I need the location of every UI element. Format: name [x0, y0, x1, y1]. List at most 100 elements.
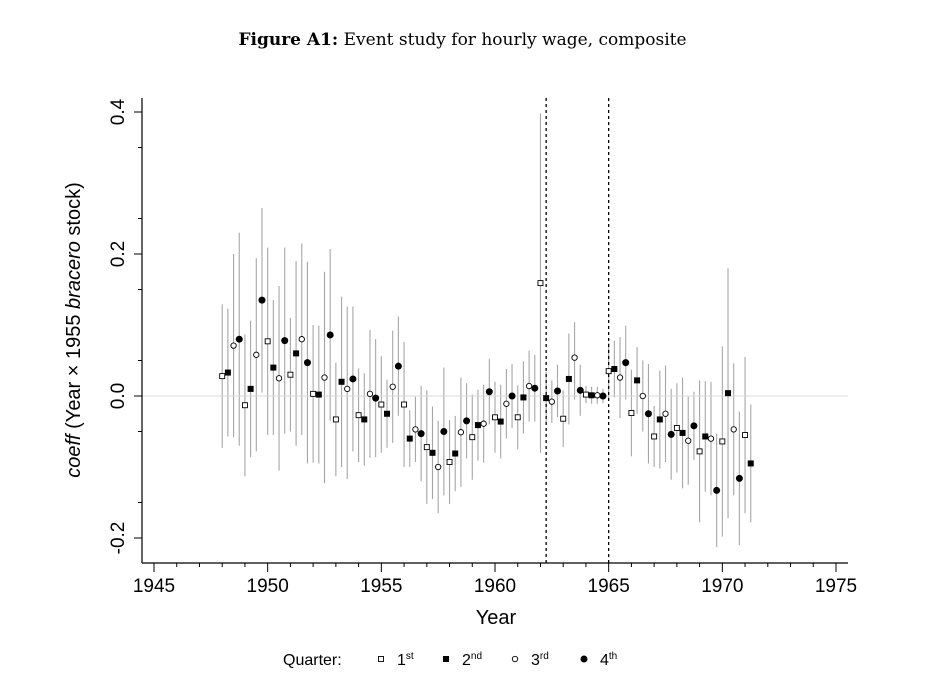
- legend-entry-suffix: nd: [471, 651, 482, 662]
- x-tick-label: 1945: [133, 576, 175, 597]
- point-estimate-q2: [497, 418, 504, 425]
- point-estimate-q4: [735, 474, 743, 482]
- point-estimate-q1: [651, 433, 658, 440]
- point-estimate-q2: [611, 366, 618, 373]
- legend-marker-q2: [443, 656, 449, 662]
- legend-title: Quarter:: [283, 652, 342, 669]
- point-estimate-q4: [303, 359, 311, 367]
- point-estimate-q4: [326, 331, 334, 339]
- legend-entry-number: 4: [600, 652, 609, 669]
- point-estimate-q1: [332, 416, 339, 423]
- point-estimate-q2: [338, 378, 345, 385]
- point-estimate-q2: [361, 416, 368, 423]
- point-estimate-q3: [571, 354, 578, 361]
- point-estimate-q4: [599, 392, 607, 400]
- y-axis-title-text: (Year × 1955: [63, 309, 85, 434]
- legend-marker-q1: [378, 656, 384, 662]
- point-estimate-q3: [253, 351, 260, 358]
- y-axis-title: coeff (Year × 1955 bracero stock): [63, 182, 85, 478]
- x-tick-label: 1960: [474, 576, 516, 597]
- point-estimate-q3: [344, 385, 351, 393]
- point-estimate-q1: [287, 371, 294, 378]
- point-estimates: [219, 280, 754, 494]
- point-estimate-q2: [565, 375, 572, 382]
- point-estimate-q1: [605, 368, 612, 375]
- point-estimate-q3: [594, 392, 601, 399]
- point-estimate-q3: [321, 374, 328, 381]
- point-estimate-q2: [224, 369, 231, 376]
- point-estimate-q4: [690, 422, 698, 430]
- point-estimate-q3: [503, 400, 510, 407]
- y-tick-label: 0.0: [108, 383, 129, 409]
- point-estimate-q2: [474, 422, 481, 429]
- point-estimate-q2: [293, 350, 300, 357]
- point-estimate-q3: [435, 463, 442, 471]
- legend-marker-q3: [511, 655, 519, 663]
- y-axis-title-italic: coeff: [63, 432, 85, 478]
- point-estimate-q1: [219, 373, 226, 380]
- point-estimate-q3: [730, 426, 737, 433]
- point-estimate-q2: [247, 385, 254, 392]
- point-estimate-q2: [452, 450, 459, 457]
- figure-title: Figure A1: Event study for hourly wage, …: [0, 30, 925, 50]
- point-estimate-q4: [713, 486, 721, 494]
- point-estimate-q1: [582, 391, 589, 398]
- point-estimate-q4: [531, 384, 539, 392]
- x-tick-label: 1950: [247, 576, 289, 597]
- point-estimate-q2: [270, 364, 277, 371]
- point-estimate-q4: [667, 430, 675, 438]
- point-estimate-q2: [702, 433, 709, 440]
- point-estimate-q2: [543, 395, 550, 402]
- point-estimate-q4: [485, 388, 493, 396]
- x-tick-label: 1975: [815, 576, 857, 597]
- point-estimate-q4: [394, 362, 402, 370]
- legend-entry-number: 1: [397, 652, 406, 669]
- point-estimate-q1: [423, 444, 430, 451]
- legend-entry-suffix: th: [609, 651, 617, 662]
- legend-entry-suffix: st: [406, 651, 414, 662]
- point-estimate-q3: [639, 392, 646, 400]
- point-estimate-q2: [520, 394, 527, 401]
- point-estimate-q1: [628, 410, 635, 416]
- point-estimate-q1: [537, 280, 544, 287]
- x-tick-label: 1965: [588, 576, 630, 597]
- point-estimate-q2: [634, 377, 641, 384]
- point-estimate-q3: [389, 383, 396, 390]
- legend-entry-q3: 3rd: [531, 651, 549, 669]
- point-estimate-q2: [656, 416, 663, 423]
- point-estimate-q1: [310, 390, 317, 397]
- legend-marker-q4: [580, 655, 588, 663]
- point-estimate-q1: [355, 412, 362, 419]
- point-estimate-q2: [679, 429, 686, 436]
- point-estimate-q1: [560, 415, 567, 422]
- point-estimate-q1: [401, 401, 408, 408]
- point-estimate-q3: [412, 426, 419, 433]
- legend-entry-number: 3: [531, 652, 540, 669]
- x-axis-title: Year: [476, 607, 517, 629]
- point-estimate-q4: [508, 392, 516, 400]
- legend-entry-q2: 2nd: [462, 651, 482, 669]
- legend: Quarter: 1st 2nd 3rd 4th: [283, 651, 617, 669]
- point-estimate-q3: [662, 410, 669, 417]
- point-estimate-q4: [622, 359, 630, 367]
- point-estimate-q1: [742, 432, 749, 438]
- point-estimate-q1: [264, 338, 271, 345]
- point-estimate-q2: [384, 410, 391, 417]
- point-estimate-q4: [644, 410, 652, 418]
- point-estimate-q3: [298, 336, 305, 343]
- axes: 1945 1950 1955 1960 1965 1970 1975 -0.2 0.0 0.2 0.…: [63, 98, 857, 629]
- point-estimate-q4: [554, 387, 562, 395]
- point-estimate-q1: [446, 459, 453, 465]
- point-estimate-q4: [258, 296, 266, 304]
- point-estimate-q3: [548, 398, 555, 405]
- point-estimate-q2: [588, 392, 595, 399]
- y-tick-label: 0.4: [108, 98, 129, 125]
- point-estimate-q1: [514, 414, 521, 421]
- point-estimate-q3: [230, 342, 237, 349]
- point-estimate-q4: [463, 417, 471, 425]
- point-estimate-q3: [480, 420, 487, 427]
- point-estimate-q3: [366, 390, 374, 398]
- point-estimate-q1: [469, 434, 476, 441]
- point-estimate-q4: [440, 428, 448, 435]
